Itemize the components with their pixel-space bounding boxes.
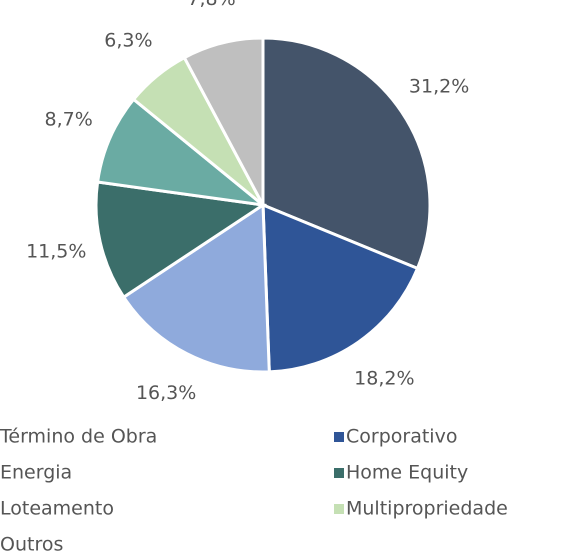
legend-swatch: [334, 504, 344, 514]
pie-slice: [95, 97, 269, 208]
legend-swatch: [334, 468, 344, 478]
pie-slice: [121, 202, 271, 374]
pie-slice: [261, 202, 420, 374]
pie-slice: [182, 36, 265, 206]
legend-label: Multipropriedade: [346, 498, 508, 520]
pie-slice: [261, 36, 432, 271]
legend-label: Término de Obra: [0, 426, 157, 448]
data-label: 8,7%: [45, 109, 93, 131]
legend-label: Corporativo: [346, 426, 457, 448]
data-label: 7,8%: [187, 0, 235, 10]
legend-label: Home Equity: [346, 462, 468, 484]
legend-swatch: [334, 432, 344, 442]
legend-label: Energia: [0, 462, 72, 484]
data-label: 16,3%: [136, 382, 196, 404]
pie-slice: [94, 180, 268, 300]
data-label: 6,3%: [104, 30, 152, 52]
legend-label: Loteamento: [0, 498, 114, 520]
data-label: 31,2%: [409, 75, 469, 97]
data-label: 18,2%: [354, 367, 414, 389]
data-label: 11,5%: [26, 240, 86, 262]
legend-label: Outros: [0, 534, 63, 555]
